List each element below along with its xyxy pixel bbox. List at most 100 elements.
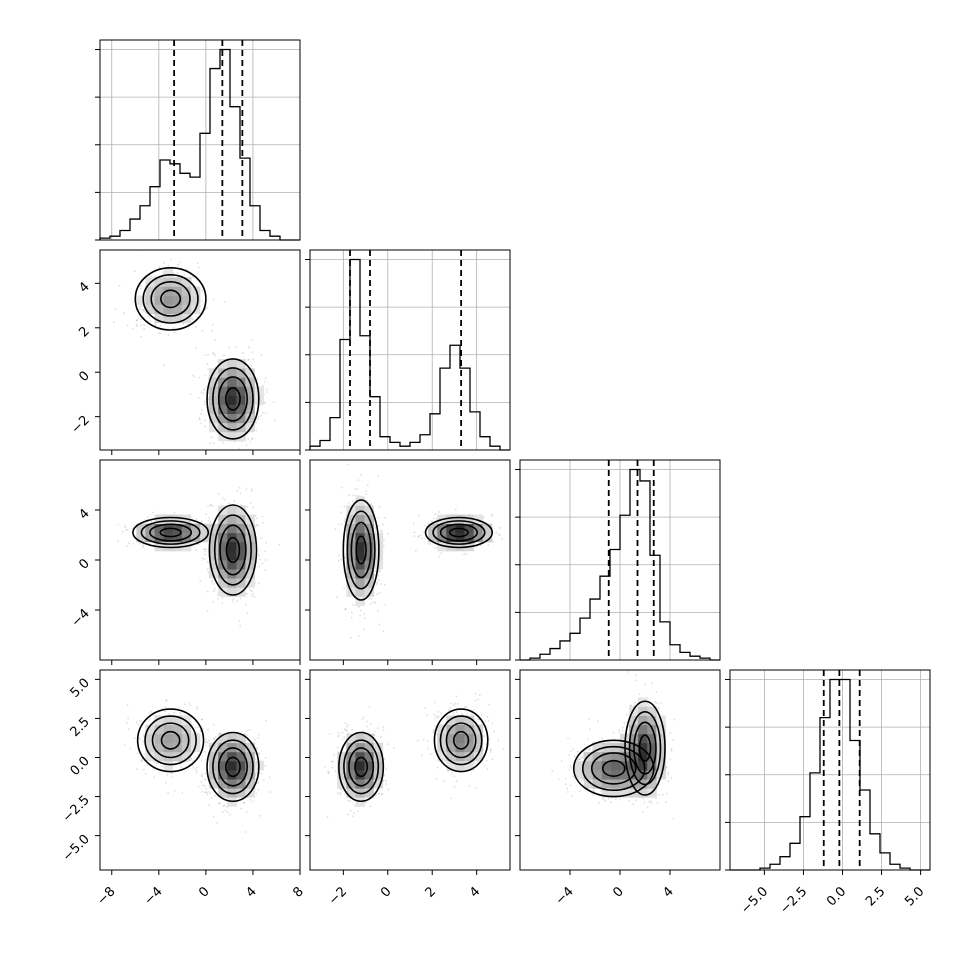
scatter-point (210, 436, 213, 438)
density-cell (473, 523, 484, 534)
scatter-point (173, 331, 176, 334)
scatter-point (261, 412, 264, 414)
scatter-point (162, 262, 165, 264)
scatter-point (158, 266, 161, 269)
scatter-point (197, 753, 200, 756)
density-cell (136, 295, 146, 305)
scatter-point (341, 738, 344, 741)
scatter-point (223, 301, 226, 303)
scatter-point (258, 565, 261, 568)
density-cell (163, 751, 174, 762)
density-cell (209, 760, 219, 771)
density-cell (218, 386, 228, 396)
scatter-point (251, 595, 253, 597)
contour-line (439, 523, 479, 542)
density-cell (209, 395, 219, 405)
scatter-point (257, 753, 260, 756)
contour-line (150, 280, 191, 317)
scatter-point (206, 590, 209, 593)
scatter-point (339, 788, 342, 791)
scatter-point (362, 716, 365, 719)
scatter-point (138, 305, 141, 308)
panel-frame (99, 669, 301, 871)
density-cell (154, 742, 165, 753)
scatter-point (453, 785, 456, 788)
density-cell (163, 268, 174, 278)
scatter-point (200, 774, 203, 777)
scatter-point (359, 614, 362, 617)
scatter-point (135, 323, 138, 326)
scatter-point (349, 800, 352, 803)
density-cell (245, 541, 255, 552)
density-cell (227, 779, 237, 789)
scatter-point (343, 520, 346, 522)
scatter-point (343, 505, 346, 508)
scatter-point (146, 516, 149, 519)
scatter-point (357, 635, 360, 638)
scatter-point (127, 728, 130, 731)
scatter-point (261, 515, 264, 518)
contour-line (445, 722, 477, 759)
density-cell (446, 742, 456, 753)
scatter-point (218, 802, 221, 804)
contour-line (424, 516, 494, 549)
scatter-point (251, 592, 254, 595)
scatter-point (374, 526, 376, 529)
density-cell (227, 578, 237, 588)
scatter-point (336, 596, 338, 599)
scatter-point (265, 719, 267, 722)
density-cell (364, 770, 375, 780)
density-cell (337, 760, 347, 771)
contour-line (136, 708, 205, 773)
density-cell (455, 514, 465, 525)
scatter-point (141, 547, 144, 549)
density-cell (227, 431, 237, 442)
scatter-point (465, 705, 468, 708)
histogram-panel-3 (725, 669, 931, 871)
scatter-point (365, 499, 368, 502)
density-cell (181, 523, 192, 534)
scatter-point (336, 746, 339, 749)
scatter-point (340, 558, 343, 561)
density-cell (245, 523, 255, 534)
contour-line (338, 731, 385, 803)
density-cell (236, 578, 246, 588)
scatter-point (218, 802, 221, 805)
density-cell (227, 422, 237, 433)
scatter-point (373, 730, 376, 733)
density-cell (218, 760, 228, 771)
scatter-point (212, 582, 215, 585)
scatter-point (349, 809, 352, 812)
scatter-point (254, 758, 257, 760)
contour-line (346, 510, 376, 590)
scatter-point (379, 736, 382, 739)
scatter-point (249, 589, 252, 591)
scatter-point (201, 289, 204, 292)
scatter-point (139, 287, 142, 290)
scatter-point (338, 734, 340, 737)
scatter-point (369, 805, 372, 808)
density-cell (355, 578, 365, 588)
scatter-point (180, 766, 183, 769)
scatter-point (257, 418, 259, 420)
scatter-point (206, 363, 209, 365)
scatter-point (372, 601, 375, 604)
scatter-point (473, 762, 476, 765)
scatter-point (250, 490, 253, 493)
scatter-point (368, 706, 371, 709)
density-cell (346, 532, 356, 543)
density-cell (464, 523, 475, 534)
contour-line (140, 520, 201, 545)
scatter-point (473, 718, 476, 720)
density-cell (355, 733, 365, 744)
scatter-point (327, 771, 330, 774)
scatter-point (244, 831, 247, 833)
scatter-point (249, 799, 252, 801)
scatter-point (142, 733, 145, 736)
scatter-point (123, 524, 126, 527)
density-cell (236, 733, 246, 744)
scatter-point (345, 607, 347, 610)
scatter-point (366, 720, 368, 723)
scatter-point (472, 709, 475, 711)
density-cell (172, 295, 183, 305)
